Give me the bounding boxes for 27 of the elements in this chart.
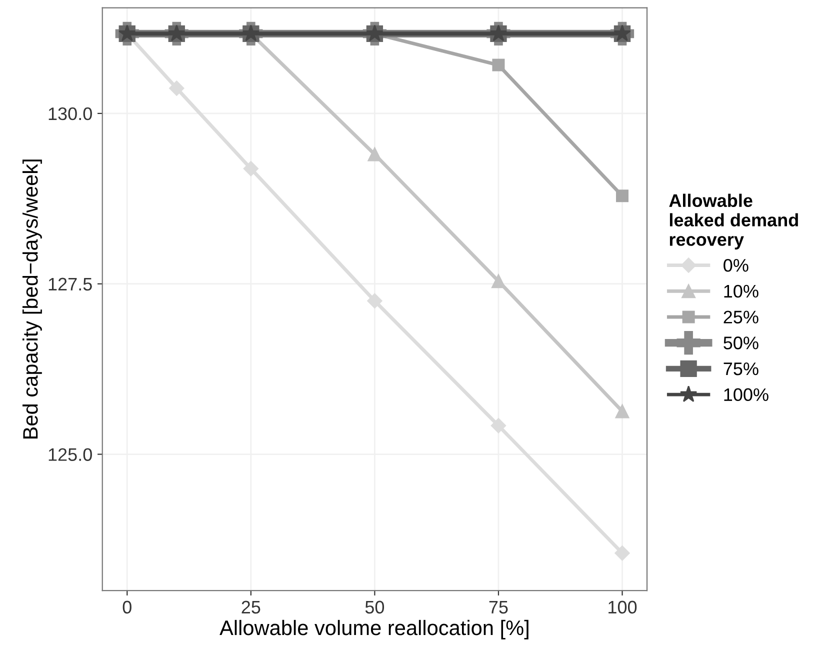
legend-label: 10% (724, 284, 758, 298)
y-tick-label: 125.0 (48, 448, 92, 461)
x-tick-label: 100 (608, 600, 637, 614)
point (367, 293, 382, 308)
y-axis-title: Bed capacity [bed−days/week] (22, 160, 42, 438)
point (243, 161, 258, 176)
legend-label: 75% (724, 362, 758, 376)
y-tick-label: 127.5 (48, 278, 92, 291)
point (614, 546, 630, 561)
legend-title: Allowable leaked demand recovery (669, 194, 798, 250)
x-tick-label: 25 (242, 600, 260, 614)
point (368, 147, 382, 162)
x-tick-label: 75 (489, 600, 508, 614)
point (169, 80, 184, 96)
point (615, 404, 630, 418)
x-axis-title: Allowable volume reallocation [%] (220, 620, 528, 640)
x-tick-label: 0 (122, 600, 132, 614)
point (492, 274, 506, 288)
y-tick-label: 130.0 (48, 107, 92, 120)
point (490, 418, 506, 434)
point (616, 190, 629, 202)
legend-label: 100% (724, 388, 768, 402)
legend-label: 0% (724, 258, 748, 272)
legend-label: 25% (724, 310, 758, 324)
point (492, 58, 505, 72)
x-tick-label: 50 (365, 600, 384, 614)
legend-label: 50% (724, 336, 758, 350)
